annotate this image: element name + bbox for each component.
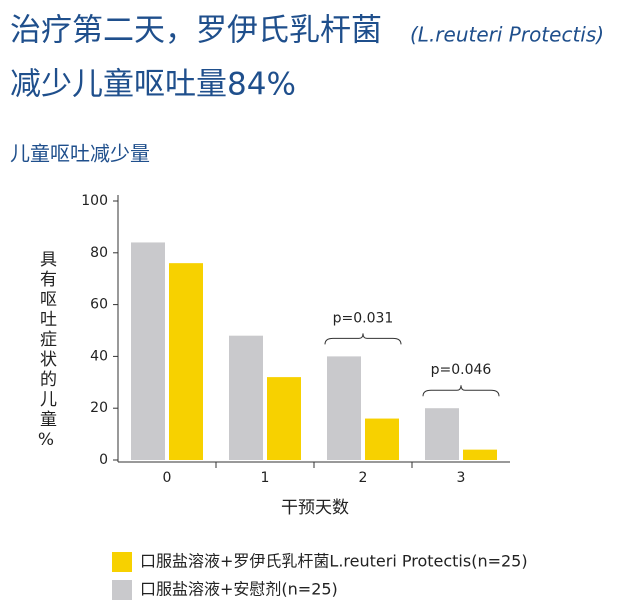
chart-title: 减少儿童呕吐量84% [10,67,296,103]
y-tick-label: 60 [90,297,108,313]
legend-label: 口服盐溶液+安慰剂(n=25) [140,580,338,599]
chart-subtitle: 儿童呕吐减少量 [10,142,150,166]
bar [169,263,203,460]
y-tick-label: 80 [90,245,108,261]
x-tick-label: 2 [359,470,368,486]
bar [365,418,399,460]
x-tick-label: 3 [457,470,466,486]
bar [327,356,361,460]
bar [131,242,165,460]
annotation: p=0.031 [333,310,394,326]
bar [229,335,263,460]
x-tick-label: 0 [163,470,172,486]
y-tick-label: 40 [90,348,108,364]
y-axis-label: 具有呕吐症状的儿童% [36,250,57,453]
chart-title: 治疗第二天，罗伊氏乳杆菌 [10,13,382,49]
brace [324,333,402,345]
y-tick-label: 100 [81,193,108,209]
legend-swatch [112,552,132,572]
bar [463,449,497,460]
x-tick-label: 1 [261,470,270,486]
x-axis-label: 干预天数 [281,498,349,518]
y-tick-label: 0 [99,452,108,468]
bar [267,377,301,460]
legend-swatch [112,580,132,600]
legend-label: 口服盐溶液+罗伊氏乳杆菌L.reuteri Protectis(n=25) [140,552,528,571]
bar [425,408,459,460]
chart-title-note: (L.reuteri Protectis) [410,23,604,47]
y-tick-label: 20 [90,400,108,416]
brace [422,385,500,397]
annotation: p=0.046 [431,362,492,378]
